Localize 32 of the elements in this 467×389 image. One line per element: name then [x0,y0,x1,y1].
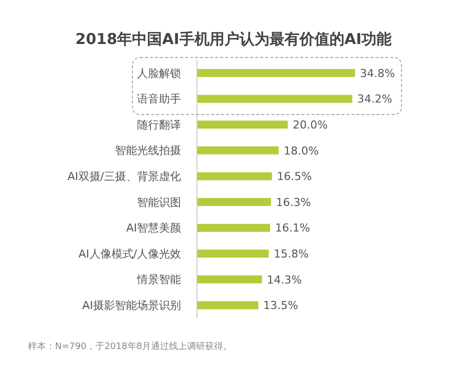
data-label: 16.3% [276,196,311,209]
data-label: 20.0% [292,118,328,132]
chart-title: 2018年中国AI手机用户认为最有价值的AI功能 [74,30,393,49]
bar [197,172,272,180]
data-label: 34.2% [357,92,392,106]
bar [197,250,269,258]
bar [197,198,272,206]
y-tick-label: 人脸解锁 [137,66,181,80]
bar [197,69,355,78]
text: 样本：N=790，于2018年8月通过线上调研获得。 [28,340,232,353]
y-tick-label: AI人像模式/人像光效 [78,247,181,260]
y-tick-label: 语音助手 [137,92,181,106]
bar [197,120,288,129]
y-tick-label: 随行翻译 [137,118,181,132]
y-tick-label: 智能光线拍摄 [115,144,181,158]
bar [197,146,279,154]
y-tick-label: 情景智能 [136,273,181,286]
bar [197,224,270,232]
data-label: 14.3% [266,273,302,286]
data-label: 16.5% [276,170,312,184]
y-tick-label: AI摄影智能场景识别 [82,299,181,312]
data-label: 34.8% [360,66,395,80]
bar [197,275,262,284]
bar [197,301,258,310]
y-tick-label: AI双摄/三摄、背景虚化 [68,170,181,184]
data-label: 16.1% [275,222,310,235]
y-tick-label: 智能识图 [137,196,181,209]
bar [197,94,352,103]
y-tick-label: AI智慧美颜 [126,222,181,235]
data-label: 18.0% [284,144,319,158]
data-label: 13.5% [263,299,298,312]
data-label: 15.8% [274,248,309,261]
